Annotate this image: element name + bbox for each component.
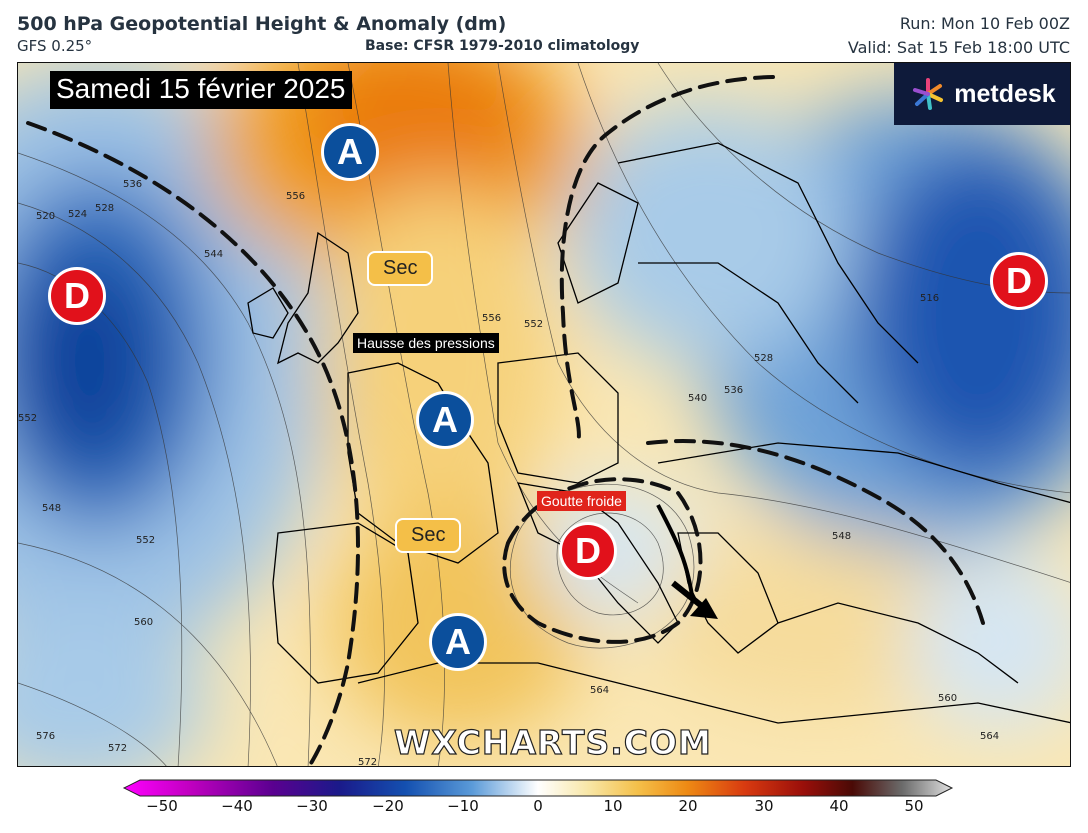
contour-label: 528	[754, 353, 774, 364]
metdesk-logo: metdesk	[894, 63, 1070, 125]
contour-label: 548	[832, 531, 852, 542]
contour-label: 520	[36, 211, 56, 222]
high-pressure-marker: A	[429, 613, 487, 671]
contour-label: 552	[18, 413, 38, 424]
contour-label: 516	[920, 293, 940, 304]
contour-label: 536	[123, 179, 143, 190]
colorbar-tick: 40	[829, 797, 849, 815]
low-pressure-marker: D	[48, 267, 106, 325]
contour-label: 556	[286, 191, 306, 202]
contour-label: 576	[36, 731, 56, 742]
colorbar-tick: 20	[678, 797, 698, 815]
colorbar-tick: 0	[533, 797, 543, 815]
valid-time-label: Valid: Sat 15 Feb 18:00 UTC	[847, 38, 1070, 57]
colorbar-tick: −20	[372, 797, 404, 815]
metdesk-star-icon	[913, 78, 944, 110]
contour-label: 564	[590, 685, 610, 696]
contour-label: 560	[134, 617, 154, 628]
anomaly-field	[18, 63, 1070, 766]
contour-label: 524	[68, 209, 88, 220]
weather-map: Samedi 15 février 2025 metdesk 520 524 5…	[17, 62, 1071, 767]
high-pressure-marker: A	[416, 391, 474, 449]
cut-off-low-label: Goutte froide	[537, 491, 626, 511]
date-label: Samedi 15 février 2025	[50, 71, 352, 109]
contour-label: 556	[482, 313, 502, 324]
contour-label: 552	[136, 535, 156, 546]
contour-label: 540	[688, 393, 708, 404]
logo-text: metdesk	[954, 79, 1056, 108]
dry-label: Sec	[395, 518, 462, 553]
colorbar-tick: −50	[146, 797, 178, 815]
base-climatology-label: Base: CFSR 1979-2010 climatology	[365, 38, 640, 54]
contour-label: 560	[938, 693, 958, 704]
watermark: WXCHARTS.COM	[393, 722, 712, 762]
colorbar-tick: −30	[296, 797, 328, 815]
contour-label: 572	[108, 743, 128, 754]
colorbar-tick: −40	[221, 797, 253, 815]
dry-label: Sec	[367, 251, 434, 286]
low-pressure-marker: D	[559, 522, 617, 580]
contour-label: 572	[358, 757, 378, 767]
contour-label: 528	[95, 203, 115, 214]
colorbar-tick: 30	[754, 797, 774, 815]
contour-label: 544	[204, 249, 224, 260]
pressure-rise-label: Hausse des pressions	[353, 333, 499, 353]
anomaly-colorbar	[122, 779, 954, 797]
contour-label: 536	[724, 385, 744, 396]
chart-title: 500 hPa Geopotential Height & Anomaly (d…	[17, 13, 507, 35]
contour-label: 552	[524, 319, 544, 330]
colorbar-tick: −10	[447, 797, 479, 815]
high-pressure-marker: A	[321, 123, 379, 181]
contour-label: 548	[42, 503, 62, 514]
low-pressure-marker: D	[990, 252, 1048, 310]
contour-label: 564	[980, 731, 1000, 742]
model-label: GFS 0.25°	[17, 37, 93, 55]
run-label: Run: Mon 10 Feb 00Z	[899, 14, 1070, 33]
colorbar-tick: 50	[904, 797, 924, 815]
colorbar-tick: 10	[603, 797, 623, 815]
